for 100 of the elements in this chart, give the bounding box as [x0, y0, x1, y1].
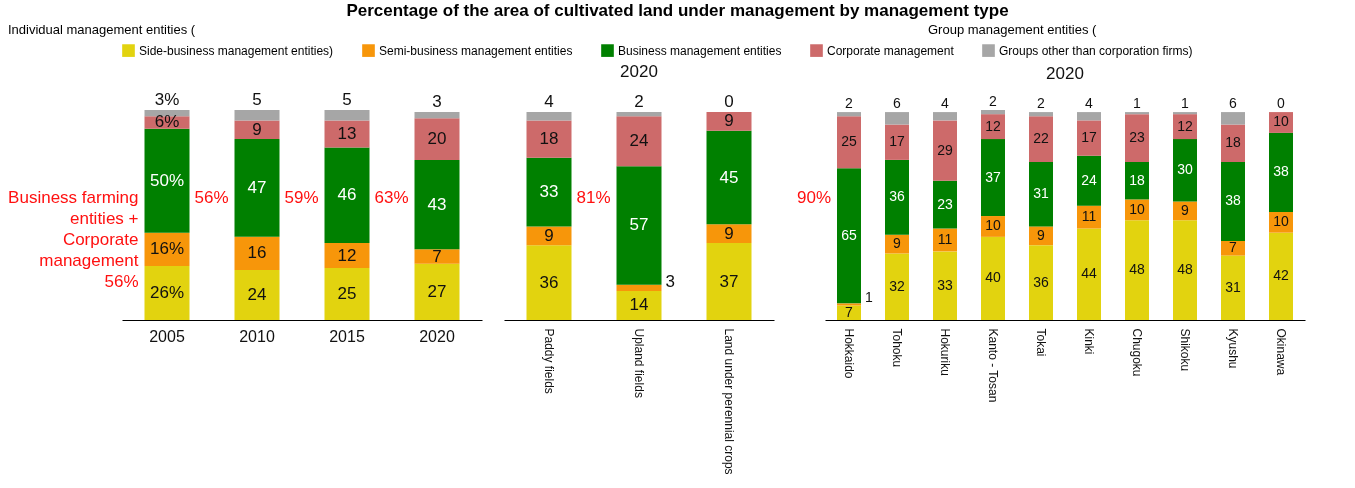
x-tick-label: Upland fields: [632, 328, 646, 398]
data-label: 36: [889, 188, 905, 205]
bar: [616, 116, 662, 167]
data-label: 24: [1081, 171, 1097, 188]
bar: [616, 290, 662, 320]
legend-label: Business management entities: [618, 43, 782, 58]
data-label: 12: [1177, 117, 1193, 134]
data-label: 0: [724, 92, 734, 112]
x-tick-label: Kinki: [1082, 328, 1096, 355]
data-label: 23: [1129, 129, 1145, 146]
data-label: 6: [1229, 95, 1238, 112]
text: Group management entities (: [928, 22, 1097, 37]
bar: [324, 120, 370, 148]
data-label: 14: [629, 295, 649, 315]
bar: [885, 124, 909, 160]
data-label: 36: [1033, 273, 1049, 290]
bar: [616, 112, 662, 117]
data-label: 48: [1129, 261, 1145, 278]
data-label: 1: [1133, 95, 1142, 112]
x-tick-label: Tokai: [1034, 328, 1048, 357]
data-label: 5: [342, 90, 352, 109]
data-label: 3: [432, 92, 442, 112]
data-label: 46: [337, 185, 357, 205]
data-label: 22: [1033, 130, 1049, 147]
data-label: 9: [724, 111, 734, 131]
data-label: 7: [845, 303, 854, 320]
data-label: 18: [539, 129, 559, 149]
data-label: 0: [1277, 95, 1286, 112]
bar: [1221, 161, 1245, 241]
bar: [324, 147, 370, 244]
bar: [414, 159, 460, 250]
x-tick-label: 2015: [329, 327, 365, 345]
annotation: 63%: [374, 188, 409, 208]
data-label: 10: [1129, 200, 1145, 217]
data-label: 4: [941, 95, 950, 112]
data-label: 38: [1225, 192, 1241, 209]
annotation: 59%: [284, 188, 319, 208]
data-label: 2: [1037, 95, 1046, 112]
bar: [1077, 112, 1101, 121]
bar: [1221, 112, 1245, 125]
text: Individual management entities (: [8, 22, 196, 37]
bar: [616, 166, 662, 285]
bar: [1173, 112, 1197, 115]
data-label: 2: [989, 93, 998, 109]
data-label: 1: [865, 289, 873, 306]
bar: [933, 180, 957, 229]
data-label: 7: [1229, 239, 1238, 256]
data-label: 2: [845, 95, 854, 112]
bar: [1077, 228, 1101, 320]
annotation: Business farming entities + Corporate management 56%: [8, 188, 139, 292]
data-label: 4: [544, 92, 554, 112]
data-label: 31: [1225, 278, 1241, 295]
x-tick-label: Kyushu: [1226, 328, 1240, 369]
legend-label: Semi-business management entities: [379, 43, 573, 58]
data-label: 9: [252, 119, 262, 139]
x-tick-label: 2005: [149, 327, 185, 345]
bar: [414, 112, 460, 119]
data-label: 7: [432, 246, 442, 266]
bar: [981, 110, 1005, 115]
data-label: 33: [937, 276, 953, 293]
data-label: 32: [889, 277, 905, 294]
x-tick-label: Chugoku: [1130, 328, 1144, 377]
data-label: 6%: [154, 112, 180, 132]
data-label: 9: [544, 225, 554, 245]
bar: [1029, 161, 1053, 227]
bar: [1125, 114, 1149, 162]
bar: [1269, 132, 1293, 212]
data-label: 37: [719, 271, 739, 291]
data-label: 24: [247, 285, 267, 305]
bar: [933, 112, 957, 121]
bar: [324, 243, 370, 269]
bar: [981, 236, 1005, 320]
bar: [234, 110, 280, 121]
data-label: 18: [1225, 134, 1241, 151]
bar: [1125, 112, 1149, 115]
bar: [234, 270, 280, 320]
bar: [837, 303, 861, 306]
bar: [1125, 220, 1149, 320]
bar: [1173, 220, 1197, 320]
x-tick-label: Hokkaido: [842, 328, 856, 379]
data-label: 65: [841, 226, 857, 243]
bar: [837, 305, 861, 320]
bar: [1029, 112, 1053, 117]
data-label: 33: [539, 182, 559, 202]
x-tick-label: Shikoku: [1178, 328, 1192, 372]
data-label: 3: [665, 271, 675, 291]
data-label: 31: [1033, 185, 1049, 202]
bar: [526, 112, 572, 121]
bar: [1029, 116, 1053, 162]
bar: [324, 268, 370, 320]
bar: [526, 226, 572, 246]
data-label: 57: [629, 215, 649, 235]
data-label: 20: [427, 129, 447, 149]
text: Percentage of the area of cultivated land under management by management type: [345, 0, 1010, 22]
bar: [1221, 240, 1245, 256]
data-label: 17: [1081, 129, 1097, 146]
data-label: 3%: [154, 90, 180, 109]
data-label: 40: [985, 269, 1001, 286]
bar: [324, 110, 370, 121]
data-label: 10: [985, 217, 1001, 234]
